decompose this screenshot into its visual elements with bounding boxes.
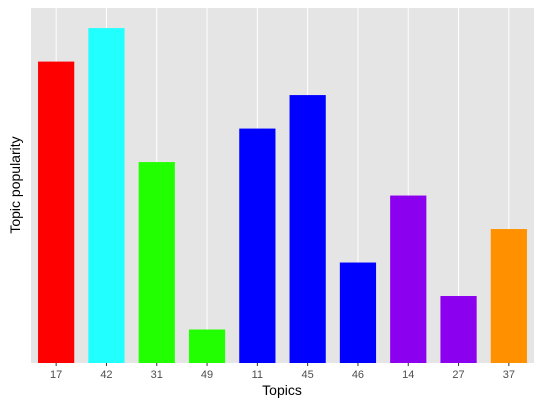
x-tick-label: 14: [402, 369, 414, 381]
x-tick-label: 27: [452, 369, 464, 381]
x-tick-label: 37: [503, 369, 515, 381]
x-tick-label: 17: [50, 369, 62, 381]
x-tick-label: 42: [100, 369, 112, 381]
bar-27: [440, 296, 477, 363]
y-axis-title: Topic popularity: [7, 136, 23, 233]
x-tick-label: 11: [252, 369, 263, 381]
bar-11: [239, 128, 276, 363]
bar-17: [38, 61, 75, 364]
bar-37: [490, 229, 527, 363]
bars: [38, 28, 527, 364]
bar-31: [138, 162, 175, 363]
x-tick-label: 46: [352, 369, 364, 381]
x-tick-marks: [55, 363, 510, 366]
bar-49: [188, 329, 226, 363]
bar-42: [88, 28, 125, 364]
bar-46: [339, 262, 377, 363]
x-tick-label: 31: [151, 369, 163, 381]
bar-14: [390, 195, 427, 363]
x-tick-label: 49: [201, 369, 213, 381]
bar-45: [289, 95, 326, 363]
x-axis-title: Topics: [262, 382, 302, 398]
x-tick-label: 45: [302, 369, 314, 381]
x-tick-labels: 17 42 31 49 11 45 46 14 27 37: [50, 369, 515, 381]
